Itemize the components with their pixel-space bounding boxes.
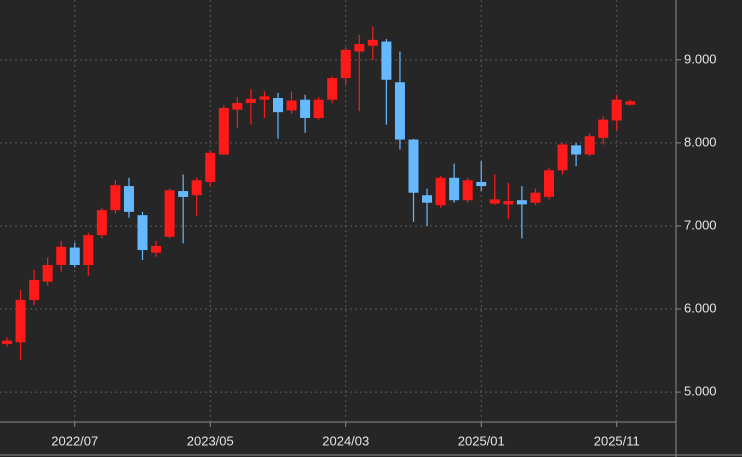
candle-body bbox=[530, 192, 541, 203]
candle-body bbox=[611, 99, 622, 121]
y-tick-label: 6.000 bbox=[684, 300, 717, 315]
candle-body bbox=[462, 180, 473, 201]
candle-body bbox=[354, 44, 365, 52]
candle-body bbox=[300, 99, 311, 118]
candle-body bbox=[489, 199, 500, 204]
candle-body bbox=[408, 139, 419, 193]
candle-body bbox=[327, 78, 338, 100]
candle-body bbox=[544, 170, 554, 197]
candle-body bbox=[245, 98, 256, 104]
candle-body bbox=[205, 152, 216, 182]
candle-body bbox=[273, 98, 283, 113]
candle-body bbox=[435, 177, 446, 206]
candle-body bbox=[178, 191, 189, 197]
candle-body bbox=[137, 215, 148, 251]
x-tick-label: 2025/01 bbox=[458, 433, 505, 448]
candle-body bbox=[15, 299, 26, 343]
candle-body bbox=[449, 177, 460, 201]
candle-body bbox=[123, 186, 134, 212]
candle-body bbox=[286, 100, 297, 111]
y-tick-label: 5.000 bbox=[684, 384, 717, 399]
x-tick-label: 2024/03 bbox=[322, 433, 369, 448]
candle-body bbox=[381, 41, 392, 80]
x-tick-label: 2025/11 bbox=[594, 433, 640, 448]
plot-area bbox=[0, 0, 676, 422]
candle-body bbox=[557, 144, 568, 171]
y-tick-label: 8.000 bbox=[684, 134, 717, 149]
x-tick-label: 2023/05 bbox=[187, 433, 234, 448]
candle-body bbox=[422, 195, 433, 203]
candle-body bbox=[232, 103, 243, 110]
candle-body bbox=[571, 145, 582, 155]
y-tick-label: 7.000 bbox=[684, 217, 717, 232]
candle-body bbox=[151, 245, 162, 253]
candle-body bbox=[516, 200, 527, 205]
candle-body bbox=[340, 49, 351, 79]
candle-body bbox=[367, 39, 378, 46]
candle-body bbox=[394, 82, 405, 140]
candle-body bbox=[83, 235, 94, 266]
candle-body bbox=[164, 190, 175, 237]
candle-body bbox=[69, 247, 80, 266]
candle-body bbox=[29, 279, 40, 300]
candle-body bbox=[259, 96, 270, 100]
candle-body bbox=[313, 99, 324, 118]
x-tick-label: 2022/07 bbox=[51, 433, 98, 448]
y-tick-label: 9.000 bbox=[684, 51, 717, 66]
candle-body bbox=[476, 181, 487, 187]
candle-body bbox=[598, 119, 609, 138]
candle-body bbox=[584, 136, 595, 155]
candle-body bbox=[191, 180, 202, 196]
candle-body bbox=[218, 108, 229, 155]
candle-body bbox=[96, 210, 107, 236]
candle-body bbox=[42, 265, 53, 282]
candle-body bbox=[625, 101, 636, 105]
candle-body bbox=[56, 246, 67, 266]
candle-body bbox=[110, 185, 121, 211]
candle-body bbox=[2, 340, 12, 344]
candle-body bbox=[503, 201, 514, 205]
